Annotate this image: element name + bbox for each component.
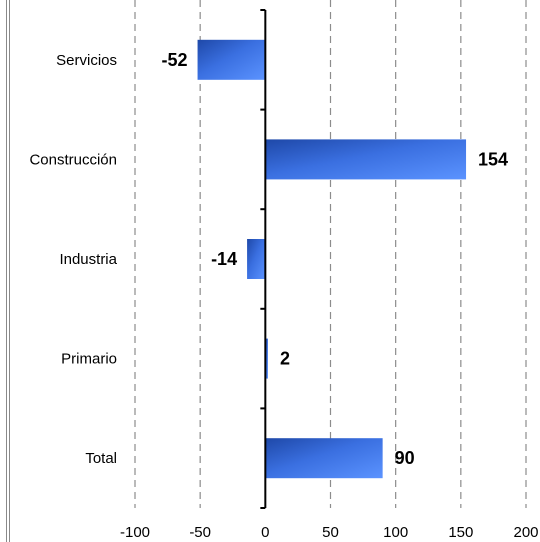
category-label: Industria (59, 251, 117, 268)
x-tick-label: 200 (513, 524, 538, 541)
category-label: Construcción (29, 151, 117, 168)
category-label: Primario (61, 351, 117, 368)
x-tick-label: -50 (189, 524, 211, 541)
bar (265, 338, 268, 379)
data-label: 2 (280, 349, 290, 369)
bar (197, 39, 266, 80)
category-label: Total (85, 450, 117, 467)
x-tick-label: 0 (261, 524, 269, 541)
labels: -100 -50 0 50 100 150 200 Servicios -52 Construcc… (29, 50, 538, 541)
category-label: Servicios (56, 52, 117, 69)
bar (247, 239, 266, 279)
bars (197, 39, 467, 479)
data-label: 90 (395, 448, 415, 468)
data-label: -52 (162, 50, 188, 70)
gridlines (134, 0, 527, 508)
left-border-line (6, 0, 7, 542)
axes (260, 9, 267, 509)
data-label: -14 (211, 249, 237, 269)
x-tick-label: 100 (383, 524, 408, 541)
x-tick-label: -100 (120, 524, 150, 541)
bar (265, 438, 383, 479)
left-border-line-inner (9, 0, 10, 542)
x-tick-label: 150 (448, 524, 473, 541)
bar (265, 139, 467, 180)
x-tick-label: 50 (322, 524, 339, 541)
data-label: 154 (478, 149, 508, 169)
